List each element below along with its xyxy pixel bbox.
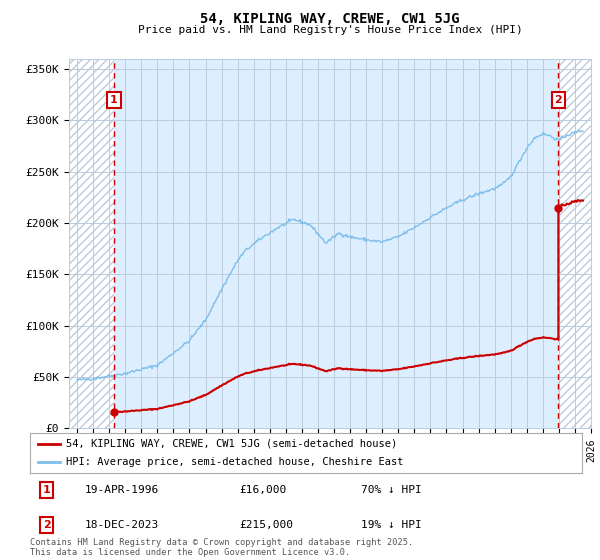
Text: 54, KIPLING WAY, CREWE, CW1 5JG (semi-detached house): 54, KIPLING WAY, CREWE, CW1 5JG (semi-de… (66, 439, 397, 449)
Text: 19-APR-1996: 19-APR-1996 (85, 485, 160, 495)
Text: HPI: Average price, semi-detached house, Cheshire East: HPI: Average price, semi-detached house,… (66, 458, 403, 467)
Bar (69, 59, 114, 428)
Text: 1: 1 (43, 485, 50, 495)
Text: £16,000: £16,000 (240, 485, 287, 495)
Text: 70% ↓ HPI: 70% ↓ HPI (361, 485, 422, 495)
Text: 54, KIPLING WAY, CREWE, CW1 5JG: 54, KIPLING WAY, CREWE, CW1 5JG (200, 12, 460, 26)
Text: Price paid vs. HM Land Registry's House Price Index (HPI): Price paid vs. HM Land Registry's House … (137, 25, 523, 35)
Text: 1: 1 (110, 95, 118, 105)
Text: 2: 2 (43, 520, 50, 530)
Bar (114, 59, 559, 428)
Bar (559, 59, 591, 428)
Text: £215,000: £215,000 (240, 520, 294, 530)
Text: 2: 2 (554, 95, 562, 105)
Text: 19% ↓ HPI: 19% ↓ HPI (361, 520, 422, 530)
Text: 18-DEC-2023: 18-DEC-2023 (85, 520, 160, 530)
Text: Contains HM Land Registry data © Crown copyright and database right 2025.
This d: Contains HM Land Registry data © Crown c… (30, 538, 413, 557)
